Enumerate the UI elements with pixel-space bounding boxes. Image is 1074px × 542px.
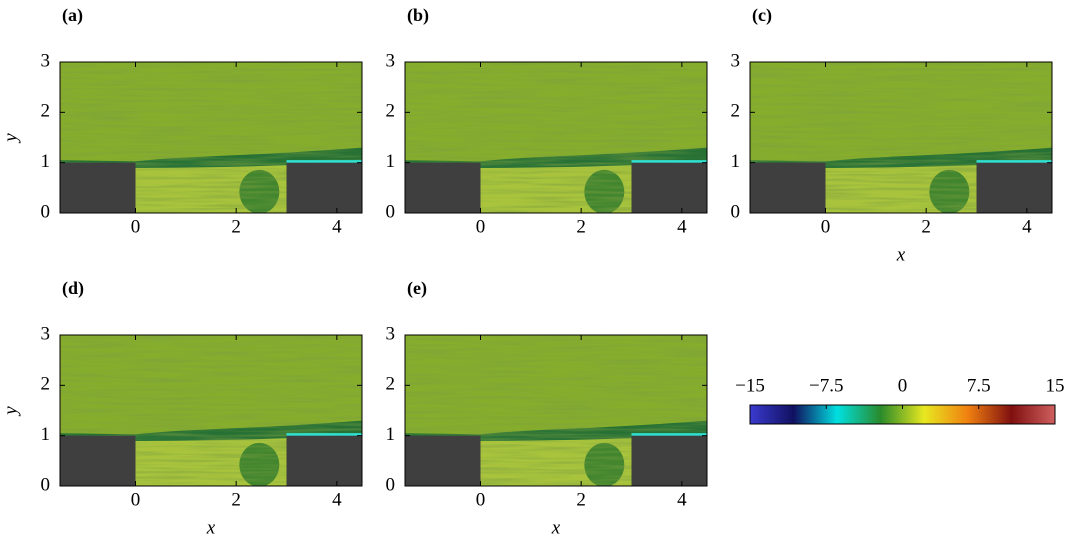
field-image	[60, 62, 362, 213]
panel-label: (c)	[752, 5, 772, 26]
y-tick-label: 3	[386, 323, 396, 344]
y-tick-label: 2	[731, 101, 741, 122]
field-image	[405, 335, 707, 486]
y-tick-label: 0	[41, 201, 51, 222]
solid-wall	[60, 162, 136, 213]
x-tick-label: 2	[576, 216, 586, 237]
y-tick-label: 2	[41, 101, 51, 122]
solid-wall	[631, 162, 707, 213]
colorbar-tick-label: 15	[1046, 375, 1065, 396]
panel: 0 2 4 0 1 2 3 (a) y	[0, 5, 363, 237]
panel-label: (d)	[62, 278, 84, 299]
x-tick-label: 0	[131, 489, 141, 510]
panel: 0 2 4 0 1 2 3 (c) x	[731, 5, 1053, 265]
field-image	[750, 62, 1052, 213]
y-tick-label: 0	[41, 474, 51, 495]
x-tick-label: 2	[231, 489, 241, 510]
y-tick-label: 2	[386, 101, 396, 122]
x-axis-label: x	[896, 244, 906, 265]
solid-wall	[631, 435, 707, 486]
y-tick-label: 1	[41, 424, 51, 445]
colorbar-tick-label: −15	[735, 375, 765, 396]
y-tick-label: 3	[731, 50, 741, 71]
y-tick-label: 2	[41, 374, 51, 395]
x-tick-label: 0	[476, 216, 486, 237]
colorbar-tick-label: 7.5	[967, 375, 991, 396]
x-axis-label: x	[206, 517, 216, 538]
solid-wall	[750, 162, 826, 213]
y-tick-label: 0	[386, 474, 396, 495]
panel: 0 2 4 0 1 2 3 (e) x	[386, 278, 708, 538]
y-tick-label: 0	[731, 201, 741, 222]
solid-wall	[286, 162, 362, 213]
axes-frame	[749, 61, 1053, 214]
x-axis-label: x	[551, 517, 561, 538]
colorbar-tick-label: −7.5	[809, 375, 843, 396]
y-tick-label: 0	[386, 201, 396, 222]
field-image	[60, 335, 362, 486]
x-tick-label: 0	[131, 216, 141, 237]
x-tick-label: 0	[821, 216, 831, 237]
solid-wall	[60, 435, 136, 486]
x-tick-label: 2	[576, 489, 586, 510]
panel: 0 2 4 0 1 2 3 (d) x y	[0, 278, 363, 538]
x-tick-label: 4	[1022, 216, 1032, 237]
x-tick-label: 4	[677, 216, 687, 237]
panel-label: (e)	[407, 278, 427, 299]
y-tick-label: 1	[386, 424, 396, 445]
y-tick-label: 2	[386, 374, 396, 395]
panel-label: (a)	[62, 5, 83, 26]
axes-frame	[59, 334, 363, 487]
y-axis-label: y	[0, 406, 21, 417]
x-tick-label: 2	[231, 216, 241, 237]
x-tick-label: 4	[332, 489, 342, 510]
solid-wall	[405, 162, 481, 213]
y-tick-label: 1	[41, 151, 51, 172]
panel-label: (b)	[407, 5, 429, 26]
field-image	[405, 62, 707, 213]
x-tick-label: 0	[476, 489, 486, 510]
panel: 0 2 4 0 1 2 3 (b)	[386, 5, 708, 237]
axes-frame	[404, 61, 708, 214]
y-tick-label: 1	[386, 151, 396, 172]
axes-frame	[404, 334, 708, 487]
y-tick-label: 1	[731, 151, 741, 172]
x-tick-label: 2	[921, 216, 931, 237]
solid-wall	[286, 435, 362, 486]
y-axis-label: y	[0, 133, 21, 144]
x-tick-label: 4	[677, 489, 687, 510]
y-tick-label: 3	[41, 50, 51, 71]
solid-wall	[976, 162, 1052, 213]
colorbar-tick-label: 0	[898, 375, 908, 396]
axes-frame	[59, 61, 363, 214]
x-tick-label: 4	[332, 216, 342, 237]
y-tick-label: 3	[386, 50, 396, 71]
y-tick-label: 3	[41, 323, 51, 344]
solid-wall	[405, 435, 481, 486]
